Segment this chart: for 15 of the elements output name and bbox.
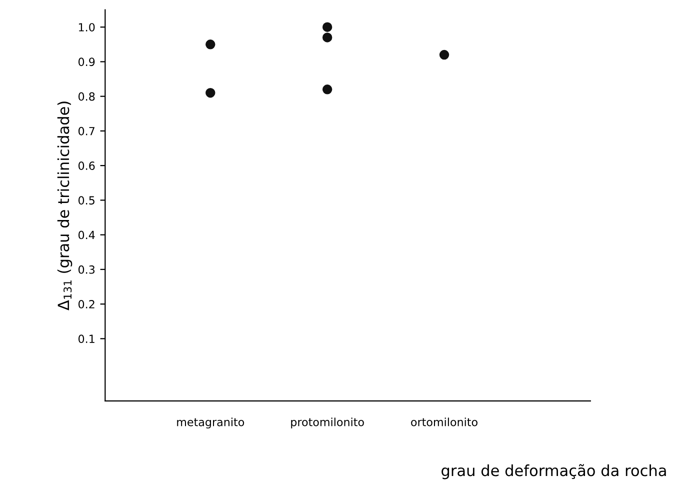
y-tick-label: 0.5	[78, 196, 94, 205]
y-tick-label: 0.9	[78, 58, 95, 66]
y-tick-label: 0.7	[78, 126, 94, 136]
x-tick-label: protomilonito	[291, 418, 364, 428]
y-tick-label: 1.0	[78, 23, 95, 32]
x-tick-label: ortomilonito	[411, 418, 478, 426]
y-tick-label: 0.2	[78, 300, 94, 308]
y-tick-label: 0.1	[78, 334, 94, 344]
y-tick-label: 0.4	[78, 230, 95, 240]
y-tick-label: 0.3	[78, 265, 95, 274]
x-axis-title: grau de deformação da rocha	[442, 464, 666, 480]
y-tick-label: 0.8	[78, 92, 95, 101]
x-tick-label: metagranito	[177, 418, 244, 428]
y-axis-title: Δ$_{131}$ (grau de triclinicidade)	[57, 102, 72, 310]
y-tick-label: 0.6	[78, 162, 95, 170]
